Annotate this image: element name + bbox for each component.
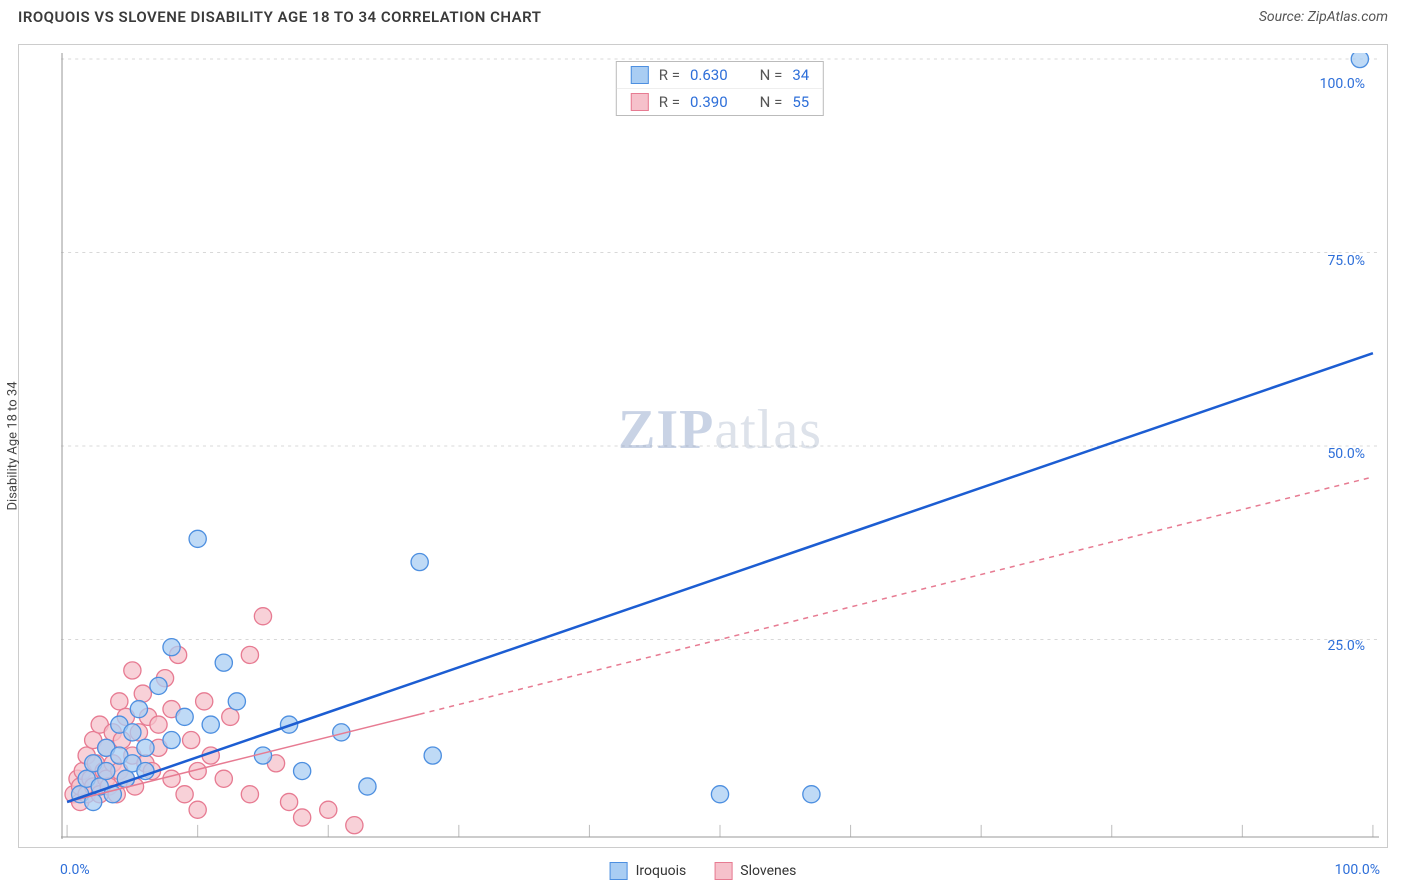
r-value-iroquois: 0.630 <box>690 66 728 84</box>
y-tick-50: 50.0% <box>1327 446 1365 462</box>
iroquois-swatch-icon <box>631 66 649 84</box>
n-value-iroquois: 34 <box>792 66 809 84</box>
n-value-slovenes: 55 <box>792 93 809 111</box>
y-axis-label: Disability Age 18 to 34 <box>6 382 21 511</box>
r-label: R = <box>659 93 680 111</box>
iroquois-legend-swatch-icon <box>610 862 628 880</box>
plot-svg <box>61 53 1379 839</box>
legend-label-slovenes: Slovenes <box>740 863 796 879</box>
stats-row-iroquois: R = 0.630 N = 34 <box>617 62 823 88</box>
n-label: N = <box>760 93 783 111</box>
legend-item-iroquois: Iroquois <box>610 862 687 880</box>
y-tick-100: 100.0% <box>1320 76 1365 92</box>
slovenes-legend-swatch-icon <box>714 862 732 880</box>
legend-item-slovenes: Slovenes <box>714 862 796 880</box>
series-legend: Iroquois Slovenes <box>610 862 797 880</box>
stats-row-slovenes: R = 0.390 N = 55 <box>617 88 823 115</box>
r-label: R = <box>659 66 680 84</box>
x-tick-0: 0.0% <box>60 862 90 878</box>
y-tick-25: 25.0% <box>1327 638 1365 654</box>
stats-legend: R = 0.630 N = 34 R = 0.390 N = 55 <box>616 61 824 116</box>
chart-source: Source: ZipAtlas.com <box>1259 9 1388 25</box>
chart-title: IROQUOIS VS SLOVENE DISABILITY AGE 18 TO… <box>18 8 541 26</box>
y-tick-75: 75.0% <box>1327 253 1365 269</box>
n-label: N = <box>760 66 783 84</box>
chart-area: Disability Age 18 to 34 ZIPatlas R = 0.6… <box>18 44 1388 848</box>
legend-label-iroquois: Iroquois <box>636 863 687 879</box>
r-value-slovenes: 0.390 <box>690 93 728 111</box>
slovenes-swatch-icon <box>631 93 649 111</box>
x-tick-100: 100.0% <box>1335 862 1380 878</box>
plot-area: ZIPatlas R = 0.630 N = 34 R = 0.390 N = … <box>61 53 1379 839</box>
